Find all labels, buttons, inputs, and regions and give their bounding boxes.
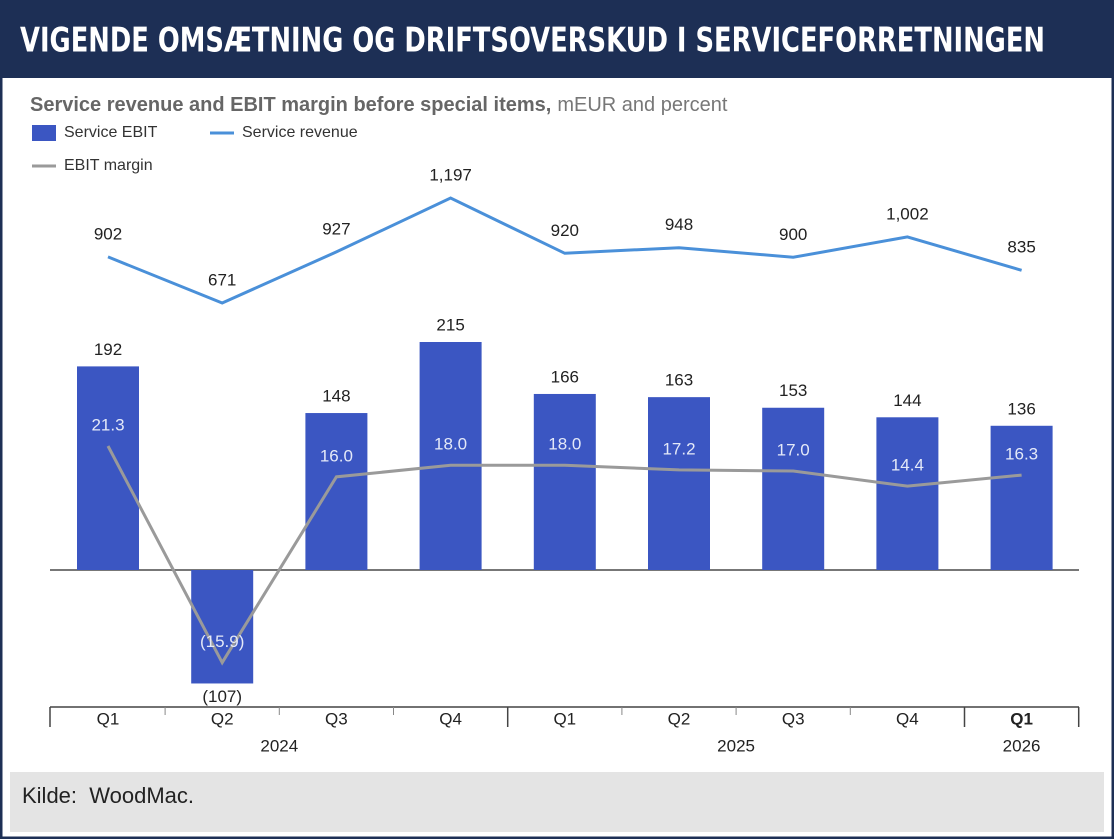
legend-label: Service revenue (242, 124, 358, 141)
x-tick-label: Q3 (782, 709, 805, 728)
x-tick-label: Q4 (896, 709, 919, 728)
legend: Service EBIT Service revenue EBIT margin (32, 124, 358, 174)
bar-value-label: 148 (322, 387, 350, 406)
chart-subtitle: mEUR and percent (557, 94, 728, 116)
chart-title-main: Service revenue and EBIT margin before s… (30, 94, 551, 116)
line-value-label: 16.3 (1005, 445, 1038, 464)
bar (876, 417, 939, 570)
bar-value-label: 192 (94, 340, 122, 359)
legend-swatch (32, 125, 56, 141)
line-value-label: 671 (208, 270, 236, 289)
line-value-label: 948 (665, 215, 693, 234)
line-value-label: 16.0 (320, 446, 353, 465)
bar (648, 397, 710, 570)
footer-band (10, 772, 1104, 832)
x-tick-label: Q2 (668, 709, 691, 728)
line-value-label: 920 (551, 221, 579, 240)
bar (533, 393, 596, 570)
x-tick-label: Q1 (97, 709, 120, 728)
line-value-label: 902 (94, 224, 122, 243)
bar (990, 425, 1053, 570)
bar (77, 366, 139, 570)
line-value-label: 14.4 (891, 456, 924, 475)
footer-source: Kilde: WoodMac. (22, 783, 194, 808)
header-title: VIGENDE OMSÆTNING OG DRIFTSOVERSKUD I SE… (20, 21, 1045, 61)
line-value-label: 21.3 (91, 415, 124, 434)
x-group-label: 2026 (1003, 736, 1041, 755)
x-group-label: 2024 (260, 736, 298, 755)
line (106, 445, 1022, 666)
x-tick-label: Q3 (325, 709, 348, 728)
line-value-label: (15.9) (200, 632, 244, 651)
bar (419, 342, 482, 570)
line-value-label: 17.2 (662, 439, 695, 458)
line-value-label: 18.0 (434, 435, 467, 454)
header-band (0, 0, 1114, 78)
x-group-label: 2025 (717, 736, 755, 755)
line-value-label: 1,197 (429, 165, 472, 184)
line-value-label: 1,002 (886, 204, 929, 223)
plot: 192 (107) 148 215 166 163 153 144 136 902 671 927 1,… (49, 165, 1080, 755)
bar-value-label: 144 (893, 391, 921, 410)
bar-value-label: 215 (436, 315, 464, 334)
bar-value-label: 166 (551, 367, 579, 386)
x-tick-label: Q1 (1010, 709, 1033, 728)
bar (762, 407, 825, 570)
bar-value-label: (107) (202, 687, 242, 706)
bar-value-label: 153 (779, 381, 807, 400)
line (107, 196, 1023, 305)
legend-label: EBIT margin (64, 157, 153, 174)
legend-label: Service EBIT (64, 124, 158, 141)
line-value-label: 18.0 (548, 435, 581, 454)
line-value-label: 927 (322, 219, 350, 238)
bar-value-label: 163 (665, 371, 693, 390)
line-value-label: 835 (1007, 238, 1035, 257)
x-tick-label: Q4 (439, 709, 462, 728)
line-value-label: 17.0 (777, 441, 810, 460)
x-tick-label: Q2 (211, 709, 234, 728)
bar-value-label: 136 (1007, 399, 1035, 418)
line-value-label: 900 (779, 225, 807, 244)
x-tick-label: Q1 (553, 709, 576, 728)
chart-title: Service revenue and EBIT margin before s… (30, 94, 728, 116)
bar (305, 413, 368, 570)
